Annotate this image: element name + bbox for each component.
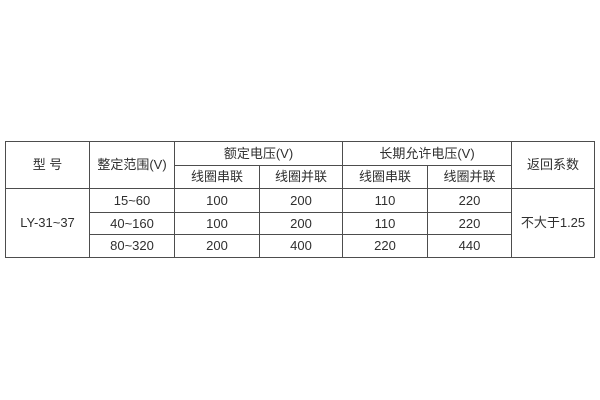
header-rated-coil-parallel-cell: 线圈并联 <box>259 165 343 189</box>
rated-parallel-cell: 200 <box>259 188 343 213</box>
table-header-group-row: 型 号 整定范围(V) 额定电压(V) 长期允许电压(V) 返回系数 <box>5 141 595 189</box>
table-row: 80~320 200 400 220 440 <box>6 234 595 258</box>
header-return-coefficient-cell: 返回系数 <box>511 141 595 189</box>
rated-parallel-cell: 200 <box>259 212 343 235</box>
long-series-cell: 220 <box>342 234 428 258</box>
table-row: 40~160 100 200 110 220 <box>6 212 595 235</box>
rated-parallel-cell: 400 <box>259 234 343 258</box>
rated-series-cell: 200 <box>174 234 260 258</box>
long-series-cell: 110 <box>342 212 428 235</box>
range-cell: 15~60 <box>89 188 175 213</box>
long-parallel-cell: 220 <box>427 188 512 213</box>
header-long-coil-series-cell: 线圈串联 <box>342 165 428 189</box>
header-long-term-voltage-cell: 长期允许电压(V) <box>342 141 512 166</box>
header-rated-voltage-cell: 额定电压(V) <box>174 141 343 166</box>
rated-series-cell: 100 <box>174 212 260 235</box>
header-long-coil-parallel-cell: 线圈并联 <box>427 165 512 189</box>
long-parallel-cell: 220 <box>427 212 512 235</box>
table-row: LY-31~37 15~60 100 200 110 220 不大于1.25 <box>5 188 595 258</box>
long-parallel-cell: 440 <box>427 234 512 258</box>
header-model-cell: 型 号 <box>5 141 90 189</box>
header-rated-coil-series-cell: 线圈串联 <box>174 165 260 189</box>
long-series-cell: 110 <box>342 188 428 213</box>
table-header-sub-row: 线圈串联 线圈并联 线圈串联 线圈并联 <box>6 165 595 189</box>
range-cell: 80~320 <box>89 234 175 258</box>
range-cell: 40~160 <box>89 212 175 235</box>
header-setting-range-cell: 整定范围(V) <box>89 141 175 189</box>
relay-spec-table: 型 号 整定范围(V) 额定电压(V) 长期允许电压(V) 返回系数 线圈串联 … <box>5 141 595 258</box>
model-value-cell: LY-31~37 <box>5 188 90 258</box>
rated-series-cell: 100 <box>174 188 260 213</box>
return-value-cell: 不大于1.25 <box>511 188 595 258</box>
